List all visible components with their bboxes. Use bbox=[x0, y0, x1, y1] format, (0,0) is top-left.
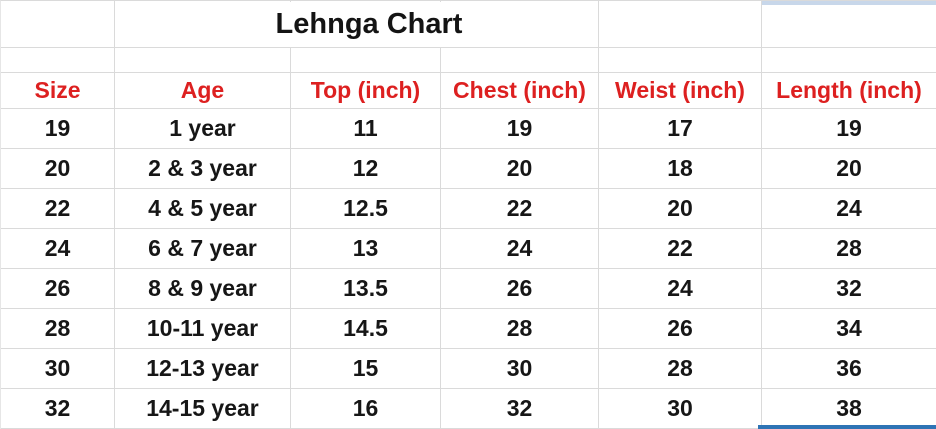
cell[interactable]: 24 bbox=[599, 269, 762, 309]
cell[interactable]: 22 bbox=[441, 189, 599, 229]
cell[interactable]: 13 bbox=[291, 229, 441, 269]
cell[interactable]: 22 bbox=[1, 189, 115, 229]
cell[interactable]: 36 bbox=[762, 349, 936, 389]
cell[interactable]: 11 bbox=[291, 109, 441, 149]
cell[interactable]: 14-15 year bbox=[115, 389, 291, 429]
cell[interactable]: 34 bbox=[762, 309, 936, 349]
cell[interactable]: 28 bbox=[1, 309, 115, 349]
cell[interactable]: 19 bbox=[1, 109, 115, 149]
cell[interactable]: 19 bbox=[441, 109, 599, 149]
cell[interactable]: 15 bbox=[291, 349, 441, 389]
cell[interactable]: 12-13 year bbox=[115, 349, 291, 389]
page-title[interactable]: Lehnga Chart bbox=[267, 2, 471, 47]
cell[interactable] bbox=[1, 48, 115, 73]
column-highlight-bar bbox=[762, 1, 936, 5]
cell[interactable] bbox=[599, 48, 762, 73]
cell[interactable]: 32 bbox=[441, 389, 599, 429]
column-header-top[interactable]: Top (inch) bbox=[291, 73, 441, 109]
cell[interactable]: 24 bbox=[1, 229, 115, 269]
cell[interactable]: 20 bbox=[599, 189, 762, 229]
cell[interactable]: 30 bbox=[599, 389, 762, 429]
cell[interactable]: 28 bbox=[599, 349, 762, 389]
cell[interactable]: 26 bbox=[441, 269, 599, 309]
cell[interactable]: 24 bbox=[762, 189, 936, 229]
cell[interactable]: 20 bbox=[1, 149, 115, 189]
cell[interactable]: 32 bbox=[762, 269, 936, 309]
cell[interactable] bbox=[762, 48, 936, 73]
cell[interactable]: 1 year bbox=[115, 109, 291, 149]
cell[interactable]: 26 bbox=[599, 309, 762, 349]
cell[interactable] bbox=[115, 1, 291, 48]
column-header-chest[interactable]: Chest (inch) bbox=[441, 73, 599, 109]
cell[interactable]: 28 bbox=[441, 309, 599, 349]
cell[interactable] bbox=[441, 48, 599, 73]
cell[interactable]: 18 bbox=[599, 149, 762, 189]
cell[interactable]: 20 bbox=[441, 149, 599, 189]
cell[interactable]: 16 bbox=[291, 389, 441, 429]
cell[interactable]: 8 & 9 year bbox=[115, 269, 291, 309]
cell[interactable]: 14.5 bbox=[291, 309, 441, 349]
cell[interactable] bbox=[441, 1, 599, 48]
cell[interactable] bbox=[762, 1, 936, 48]
cell[interactable]: 20 bbox=[762, 149, 936, 189]
cell[interactable]: 12.5 bbox=[291, 189, 441, 229]
cell[interactable]: 6 & 7 year bbox=[115, 229, 291, 269]
column-header-size[interactable]: Size bbox=[1, 73, 115, 109]
cell[interactable] bbox=[291, 48, 441, 73]
column-header-age[interactable]: Age bbox=[115, 73, 291, 109]
selection-border bbox=[758, 425, 936, 429]
cell[interactable]: 13.5 bbox=[291, 269, 441, 309]
cell[interactable]: 24 bbox=[441, 229, 599, 269]
column-header-length[interactable]: Length (inch) bbox=[762, 73, 936, 109]
cell[interactable] bbox=[599, 1, 762, 48]
column-header-weist[interactable]: Weist (inch) bbox=[599, 73, 762, 109]
cell[interactable]: 17 bbox=[599, 109, 762, 149]
cell[interactable]: 32 bbox=[1, 389, 115, 429]
cell[interactable]: 22 bbox=[599, 229, 762, 269]
cell[interactable]: 30 bbox=[441, 349, 599, 389]
cell[interactable]: 2 & 3 year bbox=[115, 149, 291, 189]
cell[interactable]: 12 bbox=[291, 149, 441, 189]
cell[interactable]: 38 bbox=[762, 389, 936, 429]
cell[interactable]: 28 bbox=[762, 229, 936, 269]
cell[interactable]: 30 bbox=[1, 349, 115, 389]
cell[interactable]: 4 & 5 year bbox=[115, 189, 291, 229]
cell[interactable]: 19 bbox=[762, 109, 936, 149]
cell[interactable]: 26 bbox=[1, 269, 115, 309]
cell[interactable] bbox=[1, 1, 115, 48]
cell[interactable] bbox=[115, 48, 291, 73]
cell[interactable]: 10-11 year bbox=[115, 309, 291, 349]
